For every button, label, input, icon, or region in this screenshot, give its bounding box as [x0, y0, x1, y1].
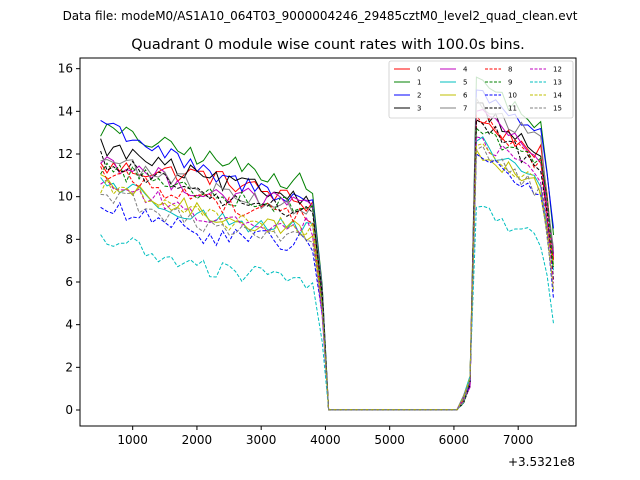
legend-label-1: 1	[417, 79, 421, 87]
legend-label-11: 11	[508, 105, 517, 113]
x-tick-label: 3000	[246, 433, 277, 447]
series-line-2	[100, 89, 554, 411]
x-tick-label: 4000	[310, 433, 341, 447]
y-tick-label: 6	[65, 275, 73, 289]
legend-label-9: 9	[508, 79, 512, 87]
legend-label-15: 15	[553, 105, 562, 113]
y-tick-label: 2	[65, 360, 73, 374]
x-tick-label: 1000	[117, 433, 148, 447]
chart-title: Quadrant 0 module wise count rates with …	[131, 37, 525, 53]
legend-label-3: 3	[417, 105, 421, 113]
y-tick-label: 10	[58, 190, 73, 204]
y-tick-label: 12	[58, 147, 73, 161]
legend-label-7: 7	[463, 105, 467, 113]
x-tick-label: 2000	[182, 433, 213, 447]
series-line-15	[100, 145, 554, 411]
y-tick-label: 4	[65, 318, 73, 332]
x-tick-label: 6000	[439, 433, 470, 447]
plot-area	[100, 76, 554, 411]
legend-box	[388, 60, 574, 119]
series-line-11	[100, 119, 554, 411]
series-line-0	[100, 119, 554, 411]
axes-frame	[79, 57, 577, 427]
y-tick-label: 8	[65, 232, 73, 246]
y-tick-label: 16	[58, 62, 73, 76]
legend-label-2: 2	[417, 92, 421, 100]
legend-label-4: 4	[463, 66, 468, 74]
legend-label-6: 6	[463, 92, 468, 100]
legend-label-13: 13	[553, 79, 562, 87]
figure-suptitle: Data file: modeM0/AS1A10_064T03_90000042…	[63, 9, 578, 23]
legend-label-12: 12	[553, 66, 562, 74]
legend-label-0: 0	[417, 66, 421, 74]
x-offset-label: +3.5321e8	[508, 455, 575, 469]
series-line-3	[100, 102, 554, 411]
series-line-10	[100, 153, 554, 411]
x-tick-label: 5000	[374, 433, 405, 447]
series-line-1	[100, 76, 554, 411]
x-tick-label: 7000	[503, 433, 534, 447]
legend-label-8: 8	[508, 66, 512, 74]
y-tick-label: 14	[58, 104, 73, 118]
series-line-4	[100, 108, 554, 411]
y-tick-label: 0	[65, 403, 73, 417]
series-line-9	[100, 127, 554, 411]
legend-label-5: 5	[463, 79, 467, 87]
legend-label-10: 10	[508, 92, 517, 100]
legend-label-14: 14	[553, 92, 562, 100]
